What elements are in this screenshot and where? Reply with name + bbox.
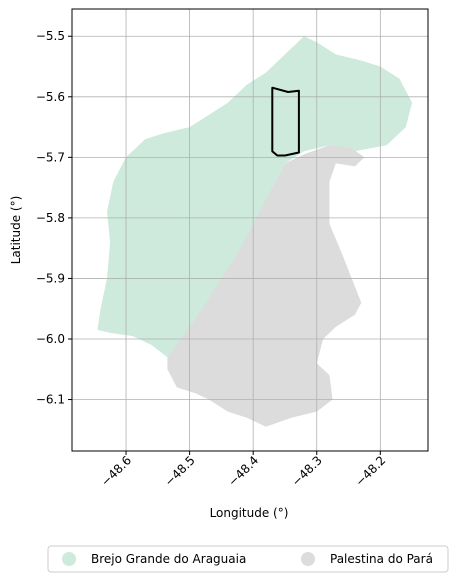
y-tick-label: −6.1 xyxy=(36,393,65,407)
legend-marker-palestina-do-para xyxy=(301,552,315,566)
overlay-layer xyxy=(271,86,300,157)
legend-label-brejo-grande-do-araguaia: Brejo Grande do Araguaia xyxy=(91,552,246,566)
y-tick-label: −5.6 xyxy=(36,90,65,104)
x-axis-ticks: −48.6 −48.5 −48.4 −48.3 −48.2 xyxy=(98,451,388,489)
x-tick-label: −48.5 xyxy=(162,453,198,489)
y-tick-label: −5.8 xyxy=(36,211,65,225)
x-tick-label: −48.6 xyxy=(98,453,134,489)
y-tick-label: −5.7 xyxy=(36,150,65,164)
x-tick-label: −48.2 xyxy=(353,453,389,489)
y-tick-label: −5.5 xyxy=(36,29,65,43)
region-palestina-do-para xyxy=(167,145,365,427)
legend-label-palestina-do-para: Palestina do Pará xyxy=(330,552,433,566)
y-axis-label: Latitude (°) xyxy=(9,196,23,265)
plot-frame xyxy=(71,8,429,452)
x-tick-label: −48.4 xyxy=(225,453,261,489)
x-axis-label: Longitude (°) xyxy=(210,506,289,520)
legend-frame xyxy=(47,545,449,573)
y-tick-label: −5.9 xyxy=(36,271,65,285)
legend-marker-brejo-grande-do-araguaia xyxy=(62,552,76,566)
grid-lines xyxy=(72,9,428,451)
legend: Brejo Grande do Araguaia Palestina do Par… xyxy=(47,545,449,573)
overlay-outline xyxy=(271,86,300,157)
region-brejo-grande-do-araguaia xyxy=(97,36,413,358)
regions-layer xyxy=(97,36,413,427)
y-axis-ticks: −5.5 −5.6 −5.7 −5.8 −5.9 −6.0 −6.1 xyxy=(36,29,72,407)
y-tick-label: −6.0 xyxy=(36,332,65,346)
x-tick-label: −48.3 xyxy=(289,453,325,489)
